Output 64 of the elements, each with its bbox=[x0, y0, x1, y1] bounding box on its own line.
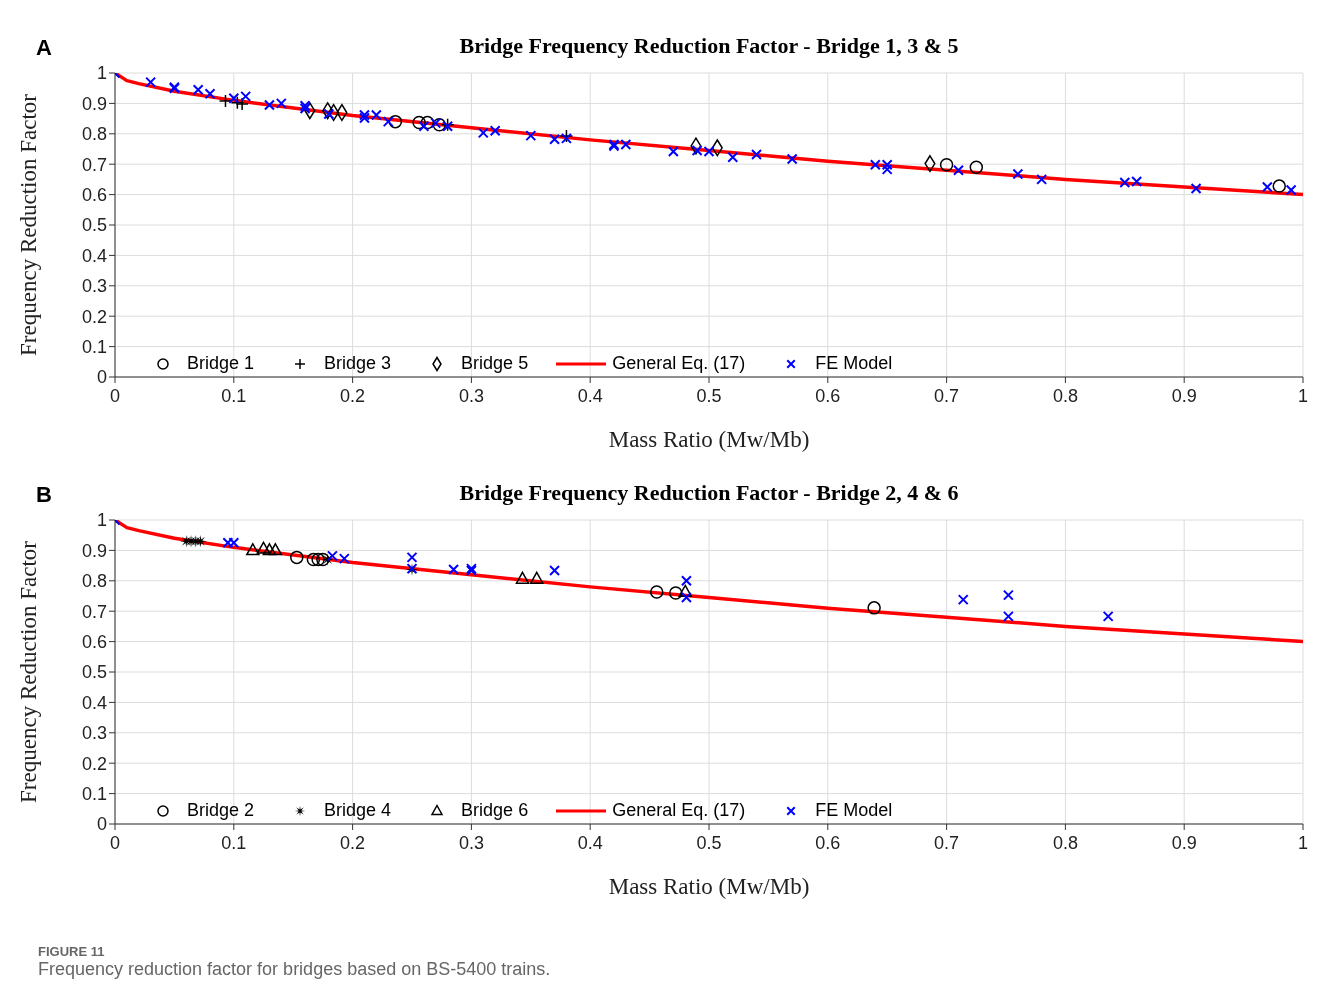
x-tick-label: 0.9 bbox=[1171, 832, 1197, 853]
legend-label: FE Model bbox=[815, 353, 893, 374]
x-tick-label: 1 bbox=[1297, 385, 1309, 406]
y-tick-label: 0.2 bbox=[81, 753, 107, 774]
y-axis-title: Frequency Reduction Factor bbox=[16, 93, 42, 356]
y-tick-label: 1 bbox=[96, 510, 107, 531]
y-tick-label: 0 bbox=[96, 814, 107, 835]
x-tick-label: 0.3 bbox=[458, 385, 484, 406]
y-tick-label: 1 bbox=[96, 63, 107, 84]
y-tick-label: 0.3 bbox=[81, 276, 107, 297]
y-tick-label: 0.5 bbox=[81, 215, 107, 236]
x-tick-label: 0.9 bbox=[1171, 385, 1197, 406]
legend-label: FE Model bbox=[815, 800, 893, 821]
x-tick-label: 0.7 bbox=[934, 832, 960, 853]
legend-label: General Eq. (17) bbox=[612, 800, 746, 821]
y-tick-label: 0.9 bbox=[81, 93, 107, 114]
y-tick-label: 0.8 bbox=[81, 124, 107, 145]
legend-label: Bridge 3 bbox=[324, 353, 392, 374]
chart-title: Bridge Frequency Reduction Factor - Bridge 1, 3 & 5 bbox=[458, 33, 960, 59]
legend-label: Bridge 6 bbox=[461, 800, 529, 821]
y-tick-label: 0.7 bbox=[81, 601, 107, 622]
x-tick-label: 0.1 bbox=[221, 832, 247, 853]
y-tick-label: 0.7 bbox=[81, 154, 107, 175]
x-tick-label: 0.2 bbox=[340, 832, 366, 853]
x-tick-label: 0 bbox=[109, 385, 121, 406]
x-tick-label: 0.6 bbox=[815, 385, 841, 406]
x-tick-label: 0.2 bbox=[340, 385, 366, 406]
y-tick-label: 0 bbox=[96, 367, 107, 388]
y-axis-title: Frequency Reduction Factor bbox=[16, 540, 42, 803]
x-tick-label: 0.4 bbox=[577, 832, 603, 853]
x-tick-label: 0.8 bbox=[1052, 385, 1078, 406]
x-tick-label: 0.5 bbox=[696, 832, 722, 853]
y-tick-label: 0.4 bbox=[81, 245, 107, 266]
legend-label: Bridge 1 bbox=[187, 353, 255, 374]
y-tick-label: 0.5 bbox=[81, 662, 107, 683]
x-tick-label: 1 bbox=[1297, 832, 1309, 853]
chart-title: Bridge Frequency Reduction Factor - Bridge 2, 4 & 6 bbox=[458, 480, 960, 506]
y-tick-label: 0.2 bbox=[81, 306, 107, 327]
legend-label: General Eq. (17) bbox=[612, 353, 746, 374]
x-axis-title: Mass Ratio (Mw/Mb) bbox=[608, 427, 810, 452]
y-tick-label: 0.6 bbox=[81, 184, 107, 205]
x-tick-label: 0.7 bbox=[934, 385, 960, 406]
x-tick-label: 0.6 bbox=[815, 832, 841, 853]
caption: FIGURE 11 bbox=[38, 944, 106, 959]
y-tick-label: 0.1 bbox=[81, 783, 107, 804]
x-tick-label: 0.5 bbox=[696, 385, 722, 406]
x-tick-label: 0.1 bbox=[221, 385, 247, 406]
y-tick-label: 0.4 bbox=[81, 692, 107, 713]
legend-label: Bridge 5 bbox=[461, 353, 529, 374]
text: Frequency reduction factor for bridges based on BS-5400 trains. bbox=[38, 959, 551, 980]
legend-label: Bridge 2 bbox=[187, 800, 255, 821]
x-tick-label: 0.8 bbox=[1052, 832, 1078, 853]
legend-label: Bridge 4 bbox=[324, 800, 392, 821]
y-tick-label: 0.3 bbox=[81, 723, 107, 744]
x-tick-label: 0.3 bbox=[458, 832, 484, 853]
text: B bbox=[36, 482, 52, 508]
y-tick-label: 0.6 bbox=[81, 631, 107, 652]
x-tick-label: 0 bbox=[109, 832, 121, 853]
y-tick-label: 0.9 bbox=[81, 540, 107, 561]
x-axis-title: Mass Ratio (Mw/Mb) bbox=[608, 874, 810, 899]
text: A bbox=[36, 35, 52, 61]
y-tick-label: 0.1 bbox=[81, 336, 107, 357]
y-tick-label: 0.8 bbox=[81, 571, 107, 592]
x-tick-label: 0.4 bbox=[577, 385, 603, 406]
